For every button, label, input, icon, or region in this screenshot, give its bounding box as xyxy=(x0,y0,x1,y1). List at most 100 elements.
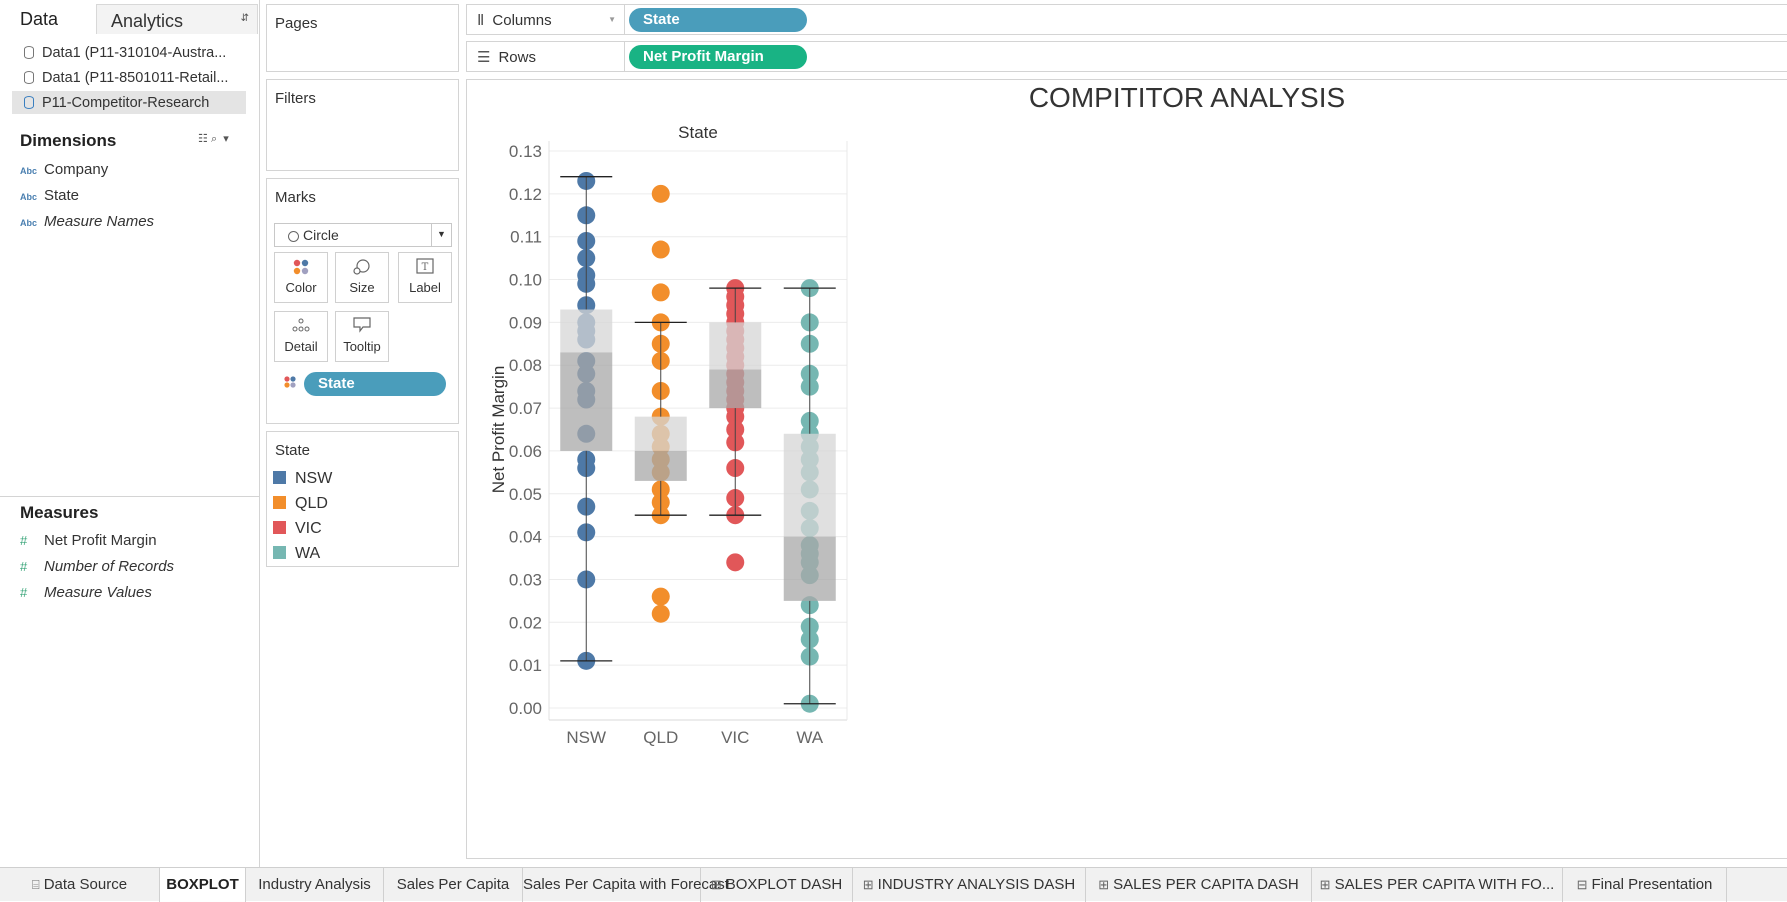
legend-item-vic[interactable]: VIC xyxy=(273,520,322,542)
field-company[interactable]: Abc Company xyxy=(20,161,108,185)
datasource-item[interactable]: Data1 (P11-8501011-Retail... xyxy=(12,66,246,89)
field-measure-names[interactable]: Abc Measure Names xyxy=(20,213,154,237)
data-point-qld xyxy=(651,184,670,203)
database-check-icon xyxy=(24,96,34,109)
sheet-tab-final-presentation[interactable]: ⊟ Final Presentation xyxy=(1563,868,1727,902)
search-icon[interactable]: ⌕ xyxy=(210,133,218,145)
field-label: Company xyxy=(44,161,109,178)
chevron-down-icon[interactable]: ▼ xyxy=(608,15,616,24)
dimensions-title: Dimensions xyxy=(20,131,117,150)
sheet-tab-label: Data Source xyxy=(43,876,128,893)
datasource-icon: ⌸ xyxy=(31,877,40,892)
data-point-qld xyxy=(651,240,670,259)
number-icon: # xyxy=(20,559,28,574)
chevron-down-icon[interactable]: ▼ xyxy=(431,224,451,246)
sheet-tab-industry-analysis[interactable]: Industry Analysis xyxy=(246,868,384,902)
y-tick-label: 0.07 xyxy=(509,399,542,418)
marks-title: Marks xyxy=(275,189,316,206)
sheet-tab-boxplot[interactable]: BOXPLOT xyxy=(160,868,246,902)
rows-icon: ☰ xyxy=(477,49,491,66)
field-net-profit-margin[interactable]: # Net Profit Margin xyxy=(20,532,157,556)
mark-type-dropdown[interactable]: Circle ▼ xyxy=(274,223,452,247)
pane-divider xyxy=(0,496,260,497)
legend-item-wa[interactable]: WA xyxy=(273,545,320,567)
y-tick-label: 0.09 xyxy=(509,313,542,332)
color-button[interactable]: Color xyxy=(274,252,328,303)
legend-item-nsw[interactable]: NSW xyxy=(273,470,332,492)
box-lower-qld xyxy=(634,450,687,481)
sheet-tab-data-source[interactable]: ⌸ Data Source xyxy=(0,868,160,902)
size-label: Size xyxy=(349,280,375,295)
rows-net-profit-margin-pill[interactable]: Net Profit Margin xyxy=(629,45,807,69)
data-point-qld xyxy=(651,283,670,302)
tab-data[interactable]: Data xyxy=(0,0,96,36)
swatch-icon xyxy=(273,546,286,559)
marks-card: Marks Circle ▼ Color Size T Label Detail T… xyxy=(266,178,459,424)
string-icon: Abc xyxy=(20,218,38,228)
sheet-tab-boxplot-dash[interactable]: ⊞ BOXPLOT DASH xyxy=(701,868,853,902)
box-upper-nsw xyxy=(560,309,613,353)
datasource-label: Data1 (P11-310104-Austra... xyxy=(42,45,227,61)
color-label: Color xyxy=(285,280,317,295)
columns-state-pill[interactable]: State xyxy=(629,8,807,32)
x-category-label: WA xyxy=(796,728,823,747)
columns-shelf-label: Ⅱ Columns ▼ xyxy=(467,5,625,34)
number-icon: # xyxy=(20,533,28,548)
box-upper-vic xyxy=(709,322,762,370)
label-button[interactable]: T Label xyxy=(398,252,452,303)
field-number-of-records[interactable]: # Number of Records xyxy=(20,558,174,582)
sheet-tab-sales-per-capita[interactable]: Sales Per Capita xyxy=(384,868,523,902)
sheet-tab-sales-per-capita-with-forecast[interactable]: Sales Per Capita with Forecast xyxy=(523,868,729,902)
pages-shelf[interactable]: Pages xyxy=(266,4,459,72)
y-tick-label: 0.02 xyxy=(509,613,542,632)
pages-title: Pages xyxy=(275,15,318,32)
dashboard-icon: ⊞ xyxy=(1319,877,1331,892)
sheet-tab-sales-per-capita-with-fo[interactable]: ⊞ SALES PER CAPITA WITH FO... xyxy=(1312,868,1563,902)
sort-arrows-icon: ⇵ xyxy=(240,13,249,24)
sheet-tab-sales-per-capita-dash[interactable]: ⊞ SALES PER CAPITA DASH xyxy=(1086,868,1312,902)
tooltip-button[interactable]: Tooltip xyxy=(335,311,389,362)
view-list-icon[interactable]: ☷ xyxy=(198,133,208,145)
tab-analytics[interactable]: Analytics ⇵ xyxy=(96,4,258,34)
y-tick-label: 0.10 xyxy=(509,271,542,290)
column-header: State xyxy=(678,123,718,142)
state-legend: State NSW QLD VIC WA xyxy=(266,431,459,567)
detail-button[interactable]: Detail xyxy=(274,311,328,362)
datasource-label: Data1 (P11-8501011-Retail... xyxy=(42,70,229,86)
number-icon: # xyxy=(20,585,28,600)
label-icon: T xyxy=(399,253,451,280)
marks-state-pill[interactable]: State xyxy=(304,372,446,396)
filters-shelf[interactable]: Filters xyxy=(266,79,459,171)
circle-icon xyxy=(288,231,299,242)
y-tick-label: 0.04 xyxy=(509,528,542,547)
sheet-tab-label: BOXPLOT xyxy=(166,876,239,893)
box-upper-wa xyxy=(783,433,836,537)
sheet-tab-bar: ⌸ Data Source BOXPLOT Industry Analysis Sale… xyxy=(0,867,1787,902)
field-measure-values[interactable]: # Measure Values xyxy=(20,584,152,608)
y-tick-label: 0.05 xyxy=(509,485,542,504)
swatch-icon xyxy=(273,496,286,509)
field-state[interactable]: Abc State xyxy=(20,187,79,211)
string-icon: Abc xyxy=(20,192,38,202)
rows-shelf[interactable]: ☰ Rows Net Profit Margin xyxy=(466,41,1787,72)
sheet-tab-industry-analysis-dash[interactable]: ⊞ INDUSTRY ANALYSIS DASH xyxy=(853,868,1086,902)
y-tick-label: 0.12 xyxy=(509,185,542,204)
story-icon: ⊟ xyxy=(1576,877,1588,892)
boxplot-chart: COMPITITOR ANALYSIS State Net Profit Margi… xyxy=(489,82,1345,747)
sheet-tab-label: SALES PER CAPITA DASH xyxy=(1113,876,1299,893)
size-button[interactable]: Size xyxy=(335,252,389,303)
columns-icon: Ⅱ xyxy=(477,12,485,29)
chevron-down-icon[interactable]: ▾ xyxy=(223,133,229,145)
x-category-label: QLD xyxy=(643,728,678,747)
chart-title: COMPITITOR ANALYSIS xyxy=(1029,82,1345,113)
legend-item-qld[interactable]: QLD xyxy=(273,495,328,517)
string-icon: Abc xyxy=(20,166,38,176)
data-pane: Data Analytics ⇵ Data1 (P11-310104-Austra… xyxy=(0,0,260,867)
datasource-item[interactable]: Data1 (P11-310104-Austra... xyxy=(12,41,246,64)
filters-title: Filters xyxy=(275,90,316,107)
columns-shelf[interactable]: Ⅱ Columns ▼ State xyxy=(466,4,1787,35)
box-lower-wa xyxy=(783,536,836,601)
box-upper-qld xyxy=(634,416,687,451)
datasource-item-selected[interactable]: P11-Competitor-Research xyxy=(12,91,246,114)
x-category-label: NSW xyxy=(566,728,606,747)
